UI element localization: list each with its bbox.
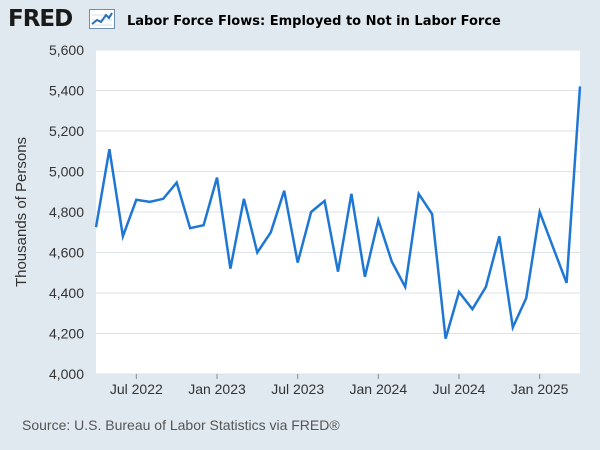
x-tick-label: Jul 2023 bbox=[271, 381, 324, 397]
x-axis-ticks: Jul 2022 Jan 2023 Jul 2023 Jan 2024 Jul 2024… bbox=[110, 374, 569, 397]
y-tick-label: 5,600 bbox=[49, 42, 84, 58]
trend-line-icon bbox=[89, 9, 115, 29]
y-tick-label: 4,800 bbox=[49, 204, 84, 220]
source-prefix: Source: bbox=[22, 417, 75, 433]
x-tick-label: Jul 2022 bbox=[110, 381, 163, 397]
x-tick-label: Jan 2025 bbox=[511, 381, 569, 397]
source-note: Source: U.S. Bureau of Labor Statistics … bbox=[22, 417, 340, 433]
line-chart: 4,000 4,200 4,400 4,600 4,800 5,000 5,200 5,400… bbox=[13, 42, 582, 397]
series-line[interactable] bbox=[94, 86, 582, 339]
y-tick-label: 4,600 bbox=[49, 245, 84, 261]
y-tick-label: 5,000 bbox=[49, 164, 84, 180]
x-tick-label: Jul 2024 bbox=[433, 381, 486, 397]
fred-logo[interactable]: FRED bbox=[8, 6, 73, 32]
y-tick-label: 4,400 bbox=[49, 285, 84, 301]
x-tick-label: Jan 2024 bbox=[350, 381, 408, 397]
chart-title: Labor Force Flows: Employed to Not in La… bbox=[127, 14, 501, 29]
y-axis-ticks: 4,000 4,200 4,400 4,600 4,800 5,000 5,200 5,400… bbox=[49, 42, 84, 382]
chart-header: FRED Labor Force Flows: Employed to Not … bbox=[0, 0, 600, 42]
source-text: U.S. Bureau of Labor Statistics via FRED… bbox=[74, 417, 340, 433]
x-tick-label: Jan 2023 bbox=[188, 381, 246, 397]
y-tick-label: 5,400 bbox=[49, 83, 84, 99]
y-tick-label: 4,200 bbox=[49, 326, 84, 342]
y-tick-label: 4,000 bbox=[49, 366, 84, 382]
y-axis-label: Thousands of Persons bbox=[13, 137, 30, 287]
y-tick-label: 5,200 bbox=[49, 123, 84, 139]
grid-lines bbox=[96, 49, 580, 375]
